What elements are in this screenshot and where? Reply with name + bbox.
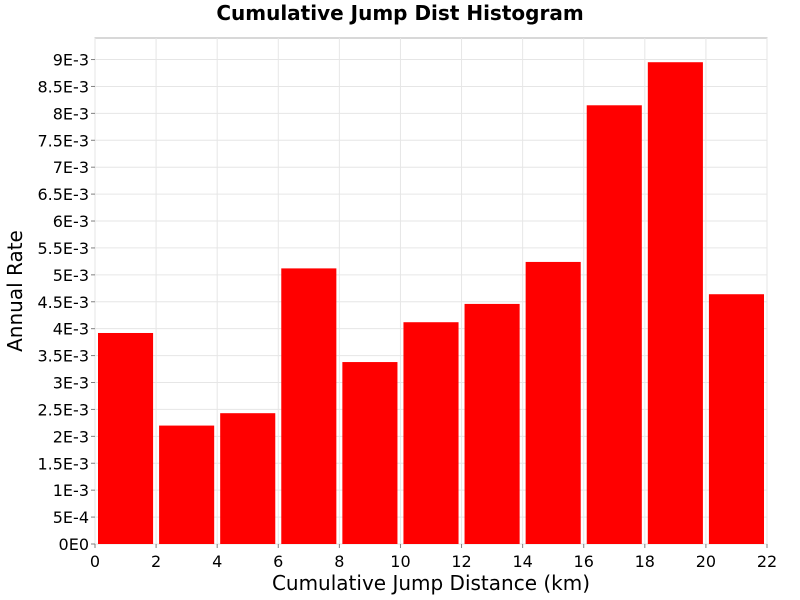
bar bbox=[403, 322, 459, 544]
y-tick-label: 5.5E-3 bbox=[37, 239, 89, 258]
x-tick-label: 4 bbox=[212, 552, 222, 571]
y-tick-label: 8.5E-3 bbox=[37, 77, 89, 96]
y-tick-label: 0E0 bbox=[59, 535, 89, 554]
x-tick-label: 14 bbox=[512, 552, 532, 571]
x-tick-label: 16 bbox=[574, 552, 594, 571]
bar bbox=[220, 413, 276, 544]
y-tick-label: 3E-3 bbox=[53, 374, 89, 393]
y-tick-label: 6.5E-3 bbox=[37, 185, 89, 204]
bar bbox=[647, 62, 703, 545]
y-tick-label: 3.5E-3 bbox=[37, 347, 89, 366]
y-tick-label: 1E-3 bbox=[53, 481, 89, 500]
chart-title: Cumulative Jump Dist Histogram bbox=[216, 1, 583, 25]
y-tick-label: 7.5E-3 bbox=[37, 131, 89, 150]
y-tick-label: 7E-3 bbox=[53, 158, 89, 177]
bar bbox=[708, 294, 764, 544]
x-axis-ticks: 0 2 4 6 8 10 12 14 16 18 20 22 bbox=[90, 544, 777, 571]
y-tick-label: 6E-3 bbox=[53, 212, 89, 231]
bar bbox=[281, 268, 337, 544]
x-tick-label: 2 bbox=[151, 552, 161, 571]
x-tick-label: 18 bbox=[635, 552, 655, 571]
y-tick-label: 1.5E-3 bbox=[37, 454, 89, 473]
y-tick-label: 5E-4 bbox=[53, 508, 89, 527]
y-axis-ticks: 0E0 5E-4 1E-3 1.5E-3 2E-3 2.5E-3 3E-3 3.5E-3 4E-… bbox=[37, 51, 95, 554]
x-tick-label: 0 bbox=[90, 552, 100, 571]
bar bbox=[159, 425, 215, 544]
y-tick-label: 9E-3 bbox=[53, 51, 89, 70]
bar bbox=[525, 261, 581, 544]
bar bbox=[586, 105, 642, 544]
y-tick-label: 2.5E-3 bbox=[37, 400, 89, 419]
bars bbox=[98, 62, 764, 545]
bar bbox=[464, 303, 520, 544]
bar bbox=[342, 362, 398, 544]
y-tick-label: 5E-3 bbox=[53, 266, 89, 285]
y-tick-label: 4E-3 bbox=[53, 320, 89, 339]
y-tick-label: 2E-3 bbox=[53, 427, 89, 446]
x-tick-label: 12 bbox=[451, 552, 471, 571]
x-tick-label: 10 bbox=[390, 552, 410, 571]
x-tick-label: 6 bbox=[273, 552, 283, 571]
y-tick-label: 4.5E-3 bbox=[37, 293, 89, 312]
x-tick-label: 22 bbox=[757, 552, 777, 571]
x-tick-label: 20 bbox=[696, 552, 716, 571]
x-axis-label: Cumulative Jump Distance (km) bbox=[272, 571, 590, 595]
bar bbox=[98, 332, 154, 544]
x-tick-label: 8 bbox=[334, 552, 344, 571]
y-axis-label: Annual Rate bbox=[3, 230, 27, 352]
y-tick-label: 8E-3 bbox=[53, 104, 89, 123]
